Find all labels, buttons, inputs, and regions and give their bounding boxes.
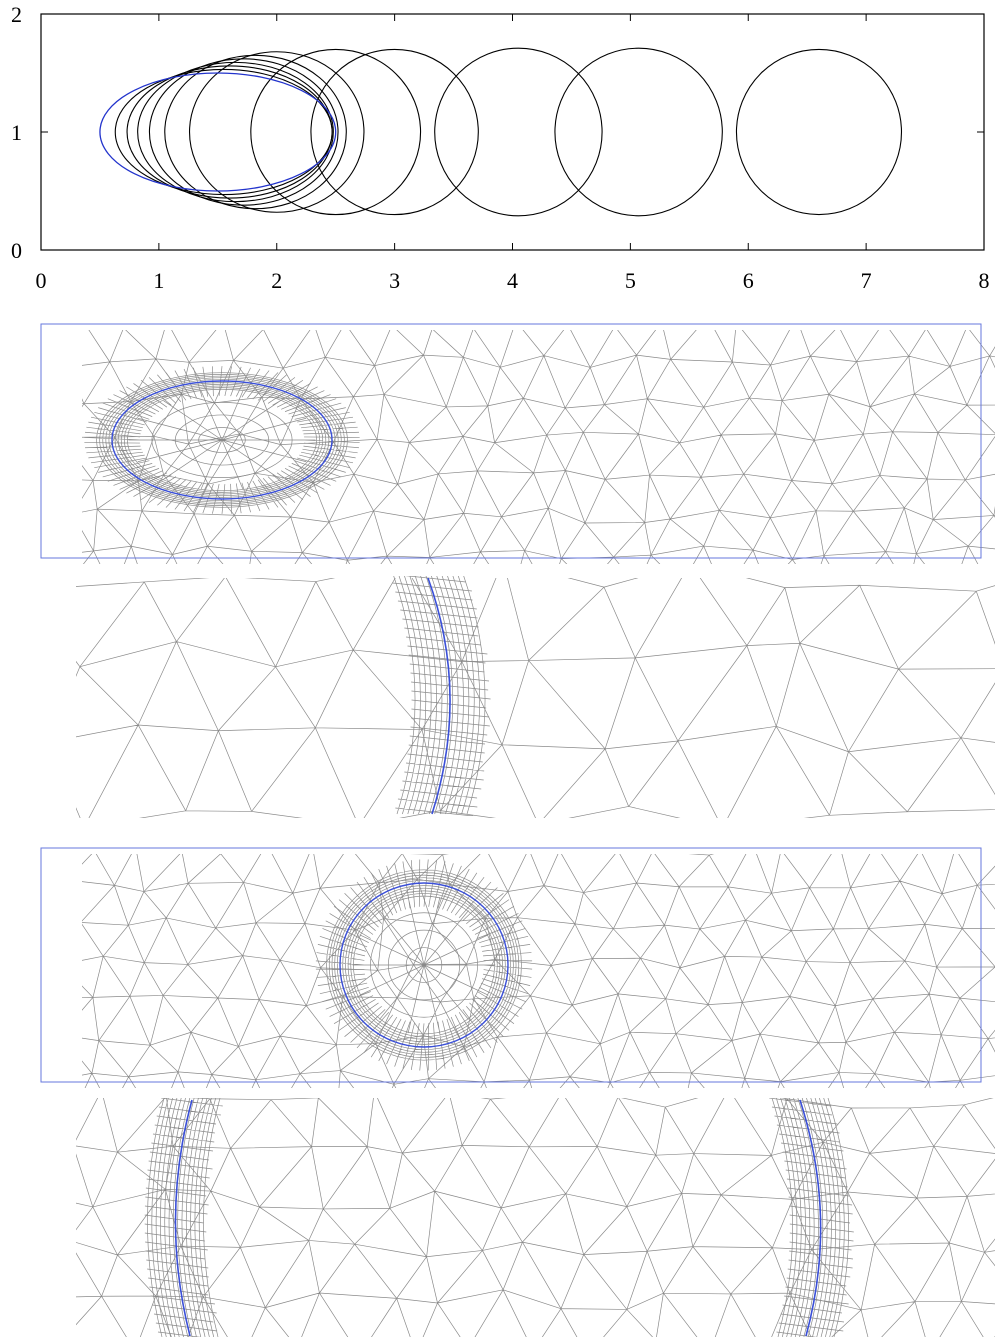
y-axis-tick-labels: 0 1 2 — [11, 2, 22, 263]
interface-curve-left — [174, 1099, 193, 1337]
x-tick-label: 2 — [271, 268, 282, 293]
mesh-refinement-band — [84, 366, 360, 514]
x-tick-label: 3 — [389, 268, 400, 293]
mesh-ellipse-channel — [40, 323, 995, 564]
mesh-zoom-circle-arcs — [76, 1098, 995, 1337]
x-tick-label: 4 — [507, 268, 518, 293]
interface-curve-right — [799, 1099, 822, 1337]
interface-evolution-plot: 0 1 2 3 4 5 6 7 8 0 1 2 — [11, 2, 990, 293]
interface-snapshot-5 — [164, 54, 347, 210]
interface-curve — [339, 882, 509, 1048]
plot-frame — [40, 13, 985, 251]
x-tick-label: 6 — [743, 268, 754, 293]
plot-ticks — [40, 13, 985, 251]
mesh-refinement-band — [392, 576, 491, 816]
mesh-triangulation — [76, 1098, 995, 1337]
mesh-triangulation — [82, 854, 995, 1088]
x-tick-label: 8 — [979, 268, 990, 293]
x-tick-label: 0 — [36, 268, 47, 293]
y-tick-label: 2 — [11, 2, 22, 27]
interface-snapshot-9 — [434, 47, 603, 217]
interface-snapshot-4 — [148, 58, 339, 206]
interface-snapshot-3 — [137, 61, 334, 203]
interface-snapshot-2 — [126, 65, 333, 199]
mesh-refinement-band — [315, 859, 533, 1071]
channel-frame — [40, 847, 982, 1083]
y-tick-label: 0 — [11, 238, 22, 263]
mesh-zoom-ellipse-front — [76, 576, 995, 818]
interface-curve — [111, 380, 333, 500]
interface-snapshot-10 — [554, 47, 723, 217]
initial-interface — [99, 72, 337, 192]
x-tick-label: 1 — [153, 268, 164, 293]
interface-snapshot-1 — [114, 68, 333, 196]
interface-snapshot-11 — [735, 48, 903, 216]
x-tick-label: 5 — [625, 268, 636, 293]
interface-curve — [427, 577, 451, 815]
x-axis-tick-labels: 0 1 2 3 4 5 6 7 8 — [36, 268, 990, 293]
y-tick-label: 1 — [11, 120, 22, 145]
x-tick-label: 7 — [861, 268, 872, 293]
interface-snapshot-6 — [188, 51, 365, 213]
interface-snapshot-7 — [250, 48, 422, 216]
interface-snapshot-8 — [310, 48, 479, 216]
channel-frame — [40, 323, 982, 559]
mesh-refinement-band — [144, 1098, 854, 1337]
mesh-triangulation — [76, 578, 995, 818]
mesh-circle-channel — [40, 847, 995, 1088]
mesh-triangulation — [82, 330, 995, 564]
plot-curves — [99, 47, 903, 217]
